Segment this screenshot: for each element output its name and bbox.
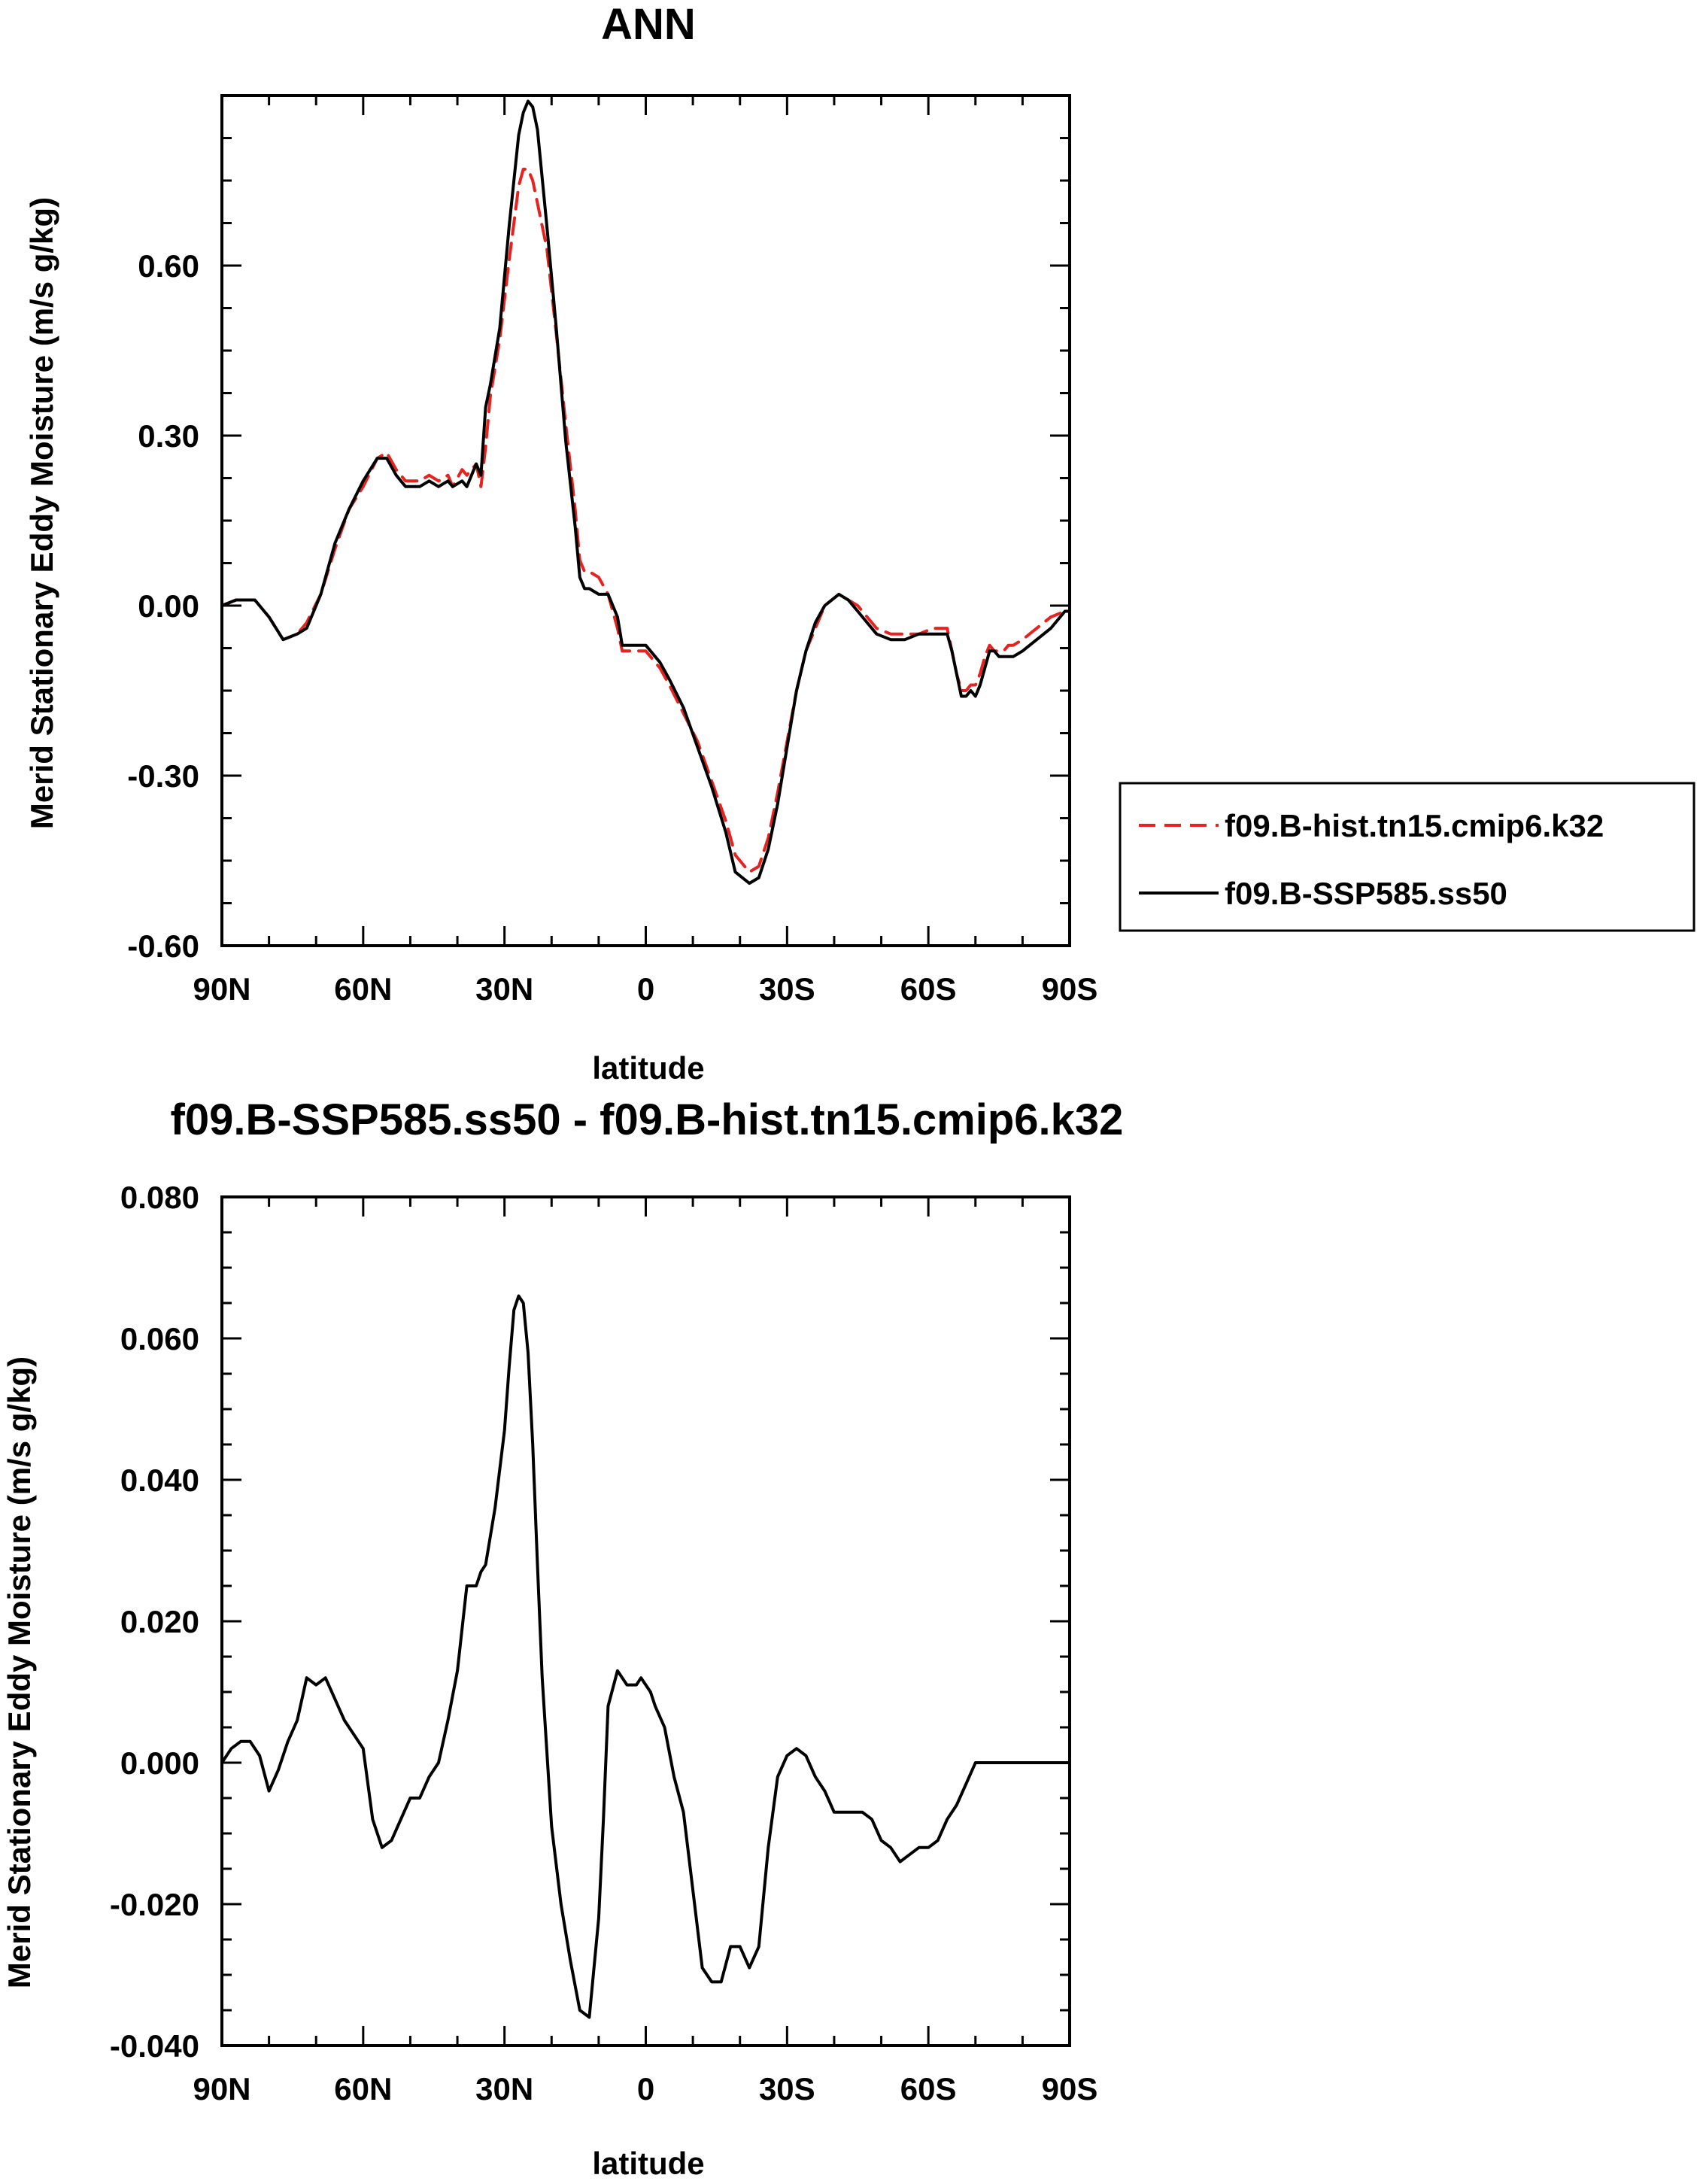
bottom-panel: f09.B-SSP585.ss50 - f09.B-hist.tn15.cmip… — [2, 1095, 1123, 2181]
x-tick-label: 60S — [900, 2071, 957, 2107]
x-tick-label: 60N — [334, 971, 392, 1007]
x-tick-label: 90N — [193, 971, 250, 1007]
plot-frame — [220, 94, 1071, 947]
y-tick-label: 0.040 — [120, 1463, 199, 1498]
legend: f09.B-hist.tn15.cmip6.k32 f09.B-SSP585.s… — [1119, 782, 1695, 932]
y-tick-label: 0.000 — [120, 1745, 199, 1781]
x-tick-label: 60N — [334, 2071, 392, 2107]
x-tick-label: 30S — [759, 2071, 815, 2107]
y-axis-label: Merid Stationary Eddy Moisture (m/s g/kg… — [24, 197, 59, 829]
plot-frame — [220, 1195, 1071, 2047]
series-line-0 — [220, 167, 1071, 874]
x-axis-label: latitude — [592, 1050, 704, 1086]
x-tick-label: 90N — [193, 2071, 250, 2107]
x-tick-label: 0 — [637, 971, 654, 1007]
x-tick-label: 60S — [900, 971, 957, 1007]
y-tick-label: 0.020 — [120, 1604, 199, 1639]
legend-box — [1119, 782, 1695, 932]
y-tick-label: 0.060 — [120, 1321, 199, 1356]
x-tick-label: 90S — [1042, 971, 1098, 1007]
y-axis-label: Merid Stationary Eddy Moisture (m/s g/kg… — [2, 1356, 37, 1988]
y-tick-label: -0.30 — [127, 758, 199, 794]
series-group — [220, 99, 1071, 885]
legend-label-ssp: f09.B-SSP585.ss50 — [1225, 876, 1507, 911]
x-tick-label: 0 — [637, 2071, 654, 2107]
series-line-1 — [220, 99, 1071, 885]
x-axis-label: latitude — [592, 2146, 704, 2181]
x-tick-label: 90S — [1042, 2071, 1098, 2107]
y-tick-label: -0.020 — [110, 1887, 199, 1922]
y-tick-label: -0.60 — [127, 928, 199, 964]
x-tick-label: 30N — [475, 971, 533, 1007]
y-tick-label: 0.30 — [138, 418, 199, 454]
series-group — [220, 1294, 1071, 2019]
series-line-0 — [220, 1294, 1071, 2019]
top-panel: ANN Merid Stationary Eddy Moisture (m/s … — [24, 0, 1695, 1086]
y-tick-label: -0.040 — [110, 2028, 199, 2064]
y-tick-label: 0.00 — [138, 588, 199, 624]
y-tick-label: 0.080 — [120, 1180, 199, 1215]
chart-title: ANN — [601, 0, 696, 49]
chart-title: f09.B-SSP585.ss50 - f09.B-hist.tn15.cmip… — [171, 1095, 1124, 1144]
y-tick-label: 0.60 — [138, 248, 199, 284]
x-tick-label: 30N — [475, 2071, 533, 2107]
axis-ticks: 90N 60N 30N 0 30S 60S 90S -0.040 -0.020 0.000 0.02… — [110, 1180, 1097, 2107]
x-tick-label: 30S — [759, 971, 815, 1007]
axis-ticks: 90N 60N 30N 0 30S 60S 90S -0.60 -0.30 0.00 0.30 0.6… — [127, 94, 1098, 1007]
legend-label-hist: f09.B-hist.tn15.cmip6.k32 — [1225, 808, 1604, 843]
